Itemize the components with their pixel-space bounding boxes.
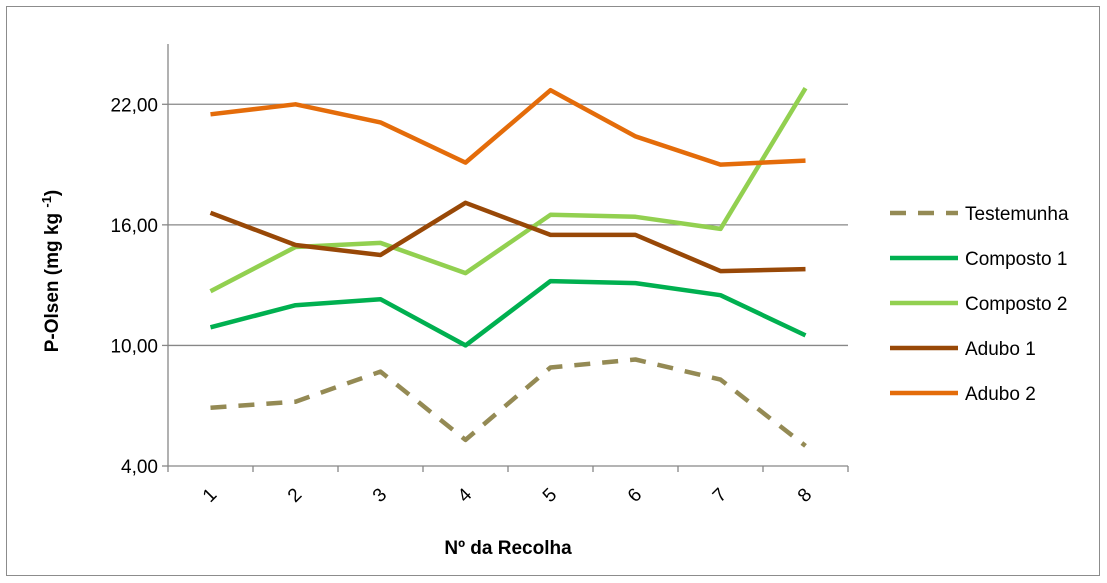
x-tick-label-5: 5: [539, 484, 561, 506]
axes: [162, 44, 849, 472]
y-axis-label-sup: -1: [39, 196, 54, 208]
series-line-3: [209, 87, 808, 294]
legend-label-5: Adubo 2: [965, 384, 1036, 405]
series-line-4: [209, 200, 806, 274]
legend: Testemunha Composto 1 Composto 2 Adubo 1 Adu…: [890, 204, 1069, 405]
y-axis-label: P-Olsen (mg kg -1): [39, 190, 63, 353]
x-tick-label-2: 2: [284, 484, 306, 506]
y-axis-label-main: P-Olsen (mg kg: [42, 208, 63, 353]
x-tick-labels: 1 2 3 4 5 6 7 8: [199, 484, 816, 507]
legend-label-1: Testemunha: [965, 204, 1069, 225]
legend-label-2: Composto 1: [965, 249, 1067, 270]
x-tick-label-1: 1: [199, 484, 221, 506]
y-tick-label-4: 22,00: [110, 95, 158, 116]
line-chart: 4,00 10,00 16,00 22,00 1 2 3 4 5 6 7 8 Testemunha C…: [39, 44, 1069, 559]
y-tick-label-2: 10,00: [110, 336, 158, 357]
series-line-1: [210, 357, 807, 448]
y-tick-label-3: 16,00: [110, 216, 158, 237]
x-tick-label-3: 3: [369, 484, 391, 506]
y-tick-labels: 4,00 10,00 16,00 22,00: [110, 95, 158, 478]
x-tick-label-7: 7: [709, 484, 731, 506]
x-axis-label: Nº da Recolha: [444, 538, 572, 559]
legend-label-3: Composto 2: [965, 294, 1067, 315]
series-lines: [209, 87, 808, 448]
x-tick-label-4: 4: [454, 484, 477, 507]
x-tick-label-6: 6: [624, 484, 646, 506]
x-tick-label-8: 8: [794, 484, 816, 506]
chart-frame: 4,00 10,00 16,00 22,00 1 2 3 4 5 6 7 8 Testemunha C…: [6, 6, 1100, 576]
legend-label-4: Adubo 1: [965, 339, 1036, 360]
y-axis-label-end: ): [42, 190, 63, 196]
series-line-5: [210, 87, 806, 167]
series-line-2: [209, 278, 807, 348]
y-tick-label-1: 4,00: [121, 457, 158, 478]
